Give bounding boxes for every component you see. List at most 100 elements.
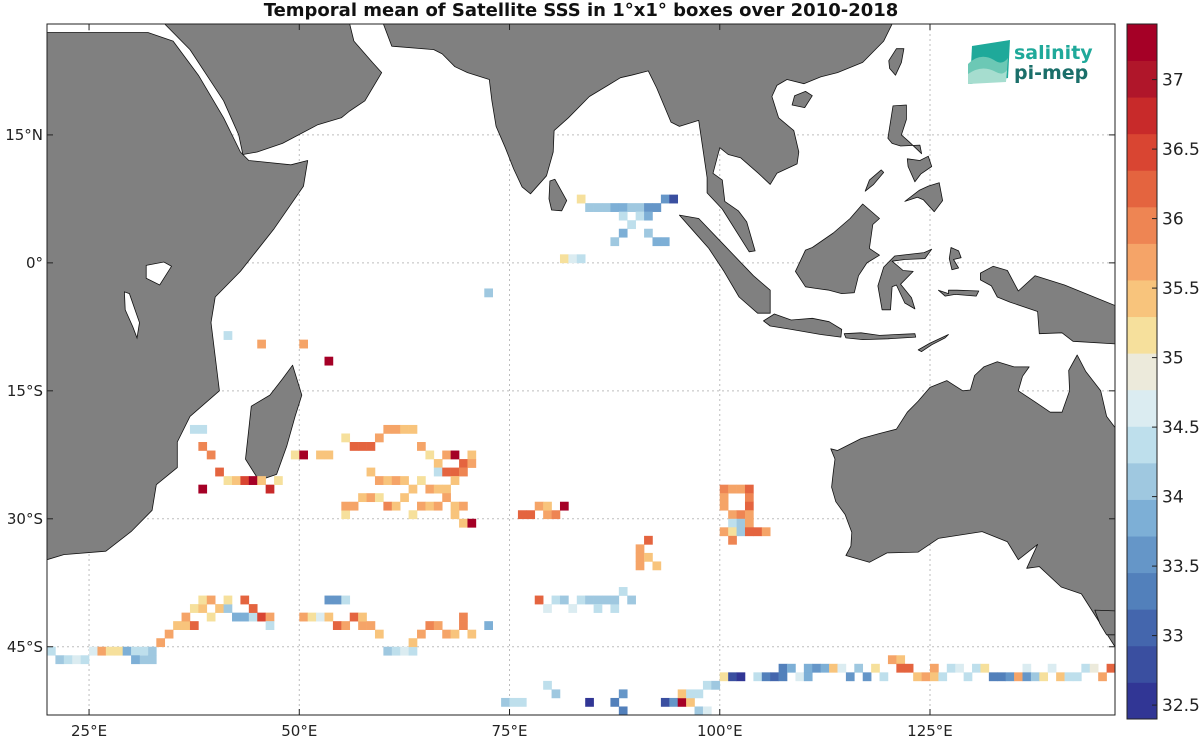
salinity-cell xyxy=(887,655,897,665)
x-tick-label: 100°E xyxy=(697,722,743,740)
colorbar-tick-label: 35 xyxy=(1162,349,1184,369)
salinity-cell xyxy=(47,646,56,656)
salinity-cell xyxy=(223,331,233,340)
salinity-cell xyxy=(450,501,460,511)
salinity-cell xyxy=(425,621,435,630)
land-halmahera xyxy=(948,247,962,271)
salinity-cell xyxy=(55,655,65,665)
salinity-cell xyxy=(341,433,351,443)
salinity-cell xyxy=(585,595,594,605)
salinity-cell xyxy=(425,501,435,511)
salinity-cell xyxy=(719,501,729,511)
salinity-cell xyxy=(265,612,275,622)
salinity-cell xyxy=(921,672,931,682)
salinity-cell xyxy=(459,501,468,511)
salinity-cell xyxy=(442,629,451,639)
salinity-cell xyxy=(450,476,460,485)
salinity-cell xyxy=(593,203,603,212)
salinity-cell xyxy=(610,203,620,212)
salinity-cell xyxy=(189,604,199,613)
salinity-cell xyxy=(341,510,351,520)
salinity-cell xyxy=(1072,672,1082,682)
salinity-cell xyxy=(417,442,426,451)
salinity-cell xyxy=(551,689,561,699)
x-axis-ticks: 25°E 50°E 75°E 100°E 125°E xyxy=(71,24,953,740)
salinity-cell xyxy=(274,476,283,485)
salinity-cell xyxy=(904,663,914,673)
land-madagascar xyxy=(245,364,303,481)
colorbar-tick-label: 36.5 xyxy=(1162,140,1200,160)
land-arabia xyxy=(164,24,383,155)
salinity-cell xyxy=(896,655,906,665)
salinity-cell xyxy=(812,663,821,673)
salinity-cell xyxy=(576,595,586,605)
salinity-cell xyxy=(719,672,729,682)
land-seram-buru xyxy=(938,289,980,297)
salinity-cell xyxy=(408,646,418,656)
colorbar-tick-label: 34.5 xyxy=(1162,418,1200,438)
salinity-cell xyxy=(551,510,561,520)
salinity-cell xyxy=(442,467,451,477)
salinity-cell xyxy=(702,706,712,715)
salinity-cell xyxy=(467,459,477,468)
salinity-cell xyxy=(349,612,359,622)
land-australia xyxy=(830,354,1115,648)
salinity-cell xyxy=(215,467,224,477)
salinity-cell xyxy=(324,595,334,605)
salinity-cell xyxy=(543,501,552,511)
logo-text-salinity: salinity xyxy=(1014,42,1093,64)
salinity-cell xyxy=(736,510,746,520)
x-tick-label: 75°E xyxy=(491,722,527,740)
salinity-cell xyxy=(400,646,409,656)
salinity-cell xyxy=(189,424,199,434)
salinity-cell xyxy=(383,646,393,656)
salinity-cell xyxy=(374,433,384,443)
salinity-cell xyxy=(896,663,906,673)
salinity-cell xyxy=(1022,663,1032,673)
salinity-cell xyxy=(736,527,746,537)
colorbar-segment xyxy=(1127,280,1157,318)
land-tasmania xyxy=(1094,609,1115,636)
salinity-cell xyxy=(526,510,536,520)
salinity-cells xyxy=(47,194,1115,715)
salinity-cell xyxy=(1081,663,1091,673)
salinity-cell xyxy=(198,604,208,613)
colorbar-segment xyxy=(1127,316,1157,354)
colorbar-segment xyxy=(1127,24,1157,61)
salinity-cell xyxy=(459,612,468,622)
salinity-cell xyxy=(660,237,670,247)
salinity-cell xyxy=(358,493,367,503)
salinity-cell xyxy=(795,672,805,682)
salinity-cell xyxy=(1047,663,1057,673)
salinity-cell xyxy=(543,604,552,613)
land-new-guinea xyxy=(980,265,1115,345)
lake-tanganyika xyxy=(123,291,140,340)
land-borneo xyxy=(795,203,880,295)
salinity-cell xyxy=(618,203,628,212)
salinity-cell xyxy=(391,424,401,434)
y-tick-label: 15°S xyxy=(7,382,43,400)
salinity-cell xyxy=(559,254,569,264)
salinity-cell xyxy=(913,672,922,682)
colorbar-tick-label: 36 xyxy=(1162,210,1184,230)
salinity-cell xyxy=(627,220,636,230)
salinity-cell xyxy=(602,203,611,212)
colorbar-segment xyxy=(1127,133,1157,171)
salinity-cell xyxy=(417,629,426,639)
salinity-cell xyxy=(450,510,460,520)
salinity-cell xyxy=(391,501,401,511)
salinity-cell xyxy=(459,459,468,468)
colorbar-segment xyxy=(1127,645,1157,683)
salinity-cell xyxy=(374,476,384,485)
colorbar-segment xyxy=(1127,170,1157,208)
salinity-cell xyxy=(366,493,376,503)
land-india xyxy=(382,24,893,253)
salinity-cell xyxy=(728,527,737,537)
salinity-cell xyxy=(652,237,662,247)
salinity-cell xyxy=(728,484,737,494)
salinity-cell xyxy=(610,595,620,605)
salinity-cell xyxy=(206,595,216,605)
salinity-cell xyxy=(156,638,166,648)
salinity-cell xyxy=(114,646,123,656)
salinity-cell xyxy=(929,663,939,673)
